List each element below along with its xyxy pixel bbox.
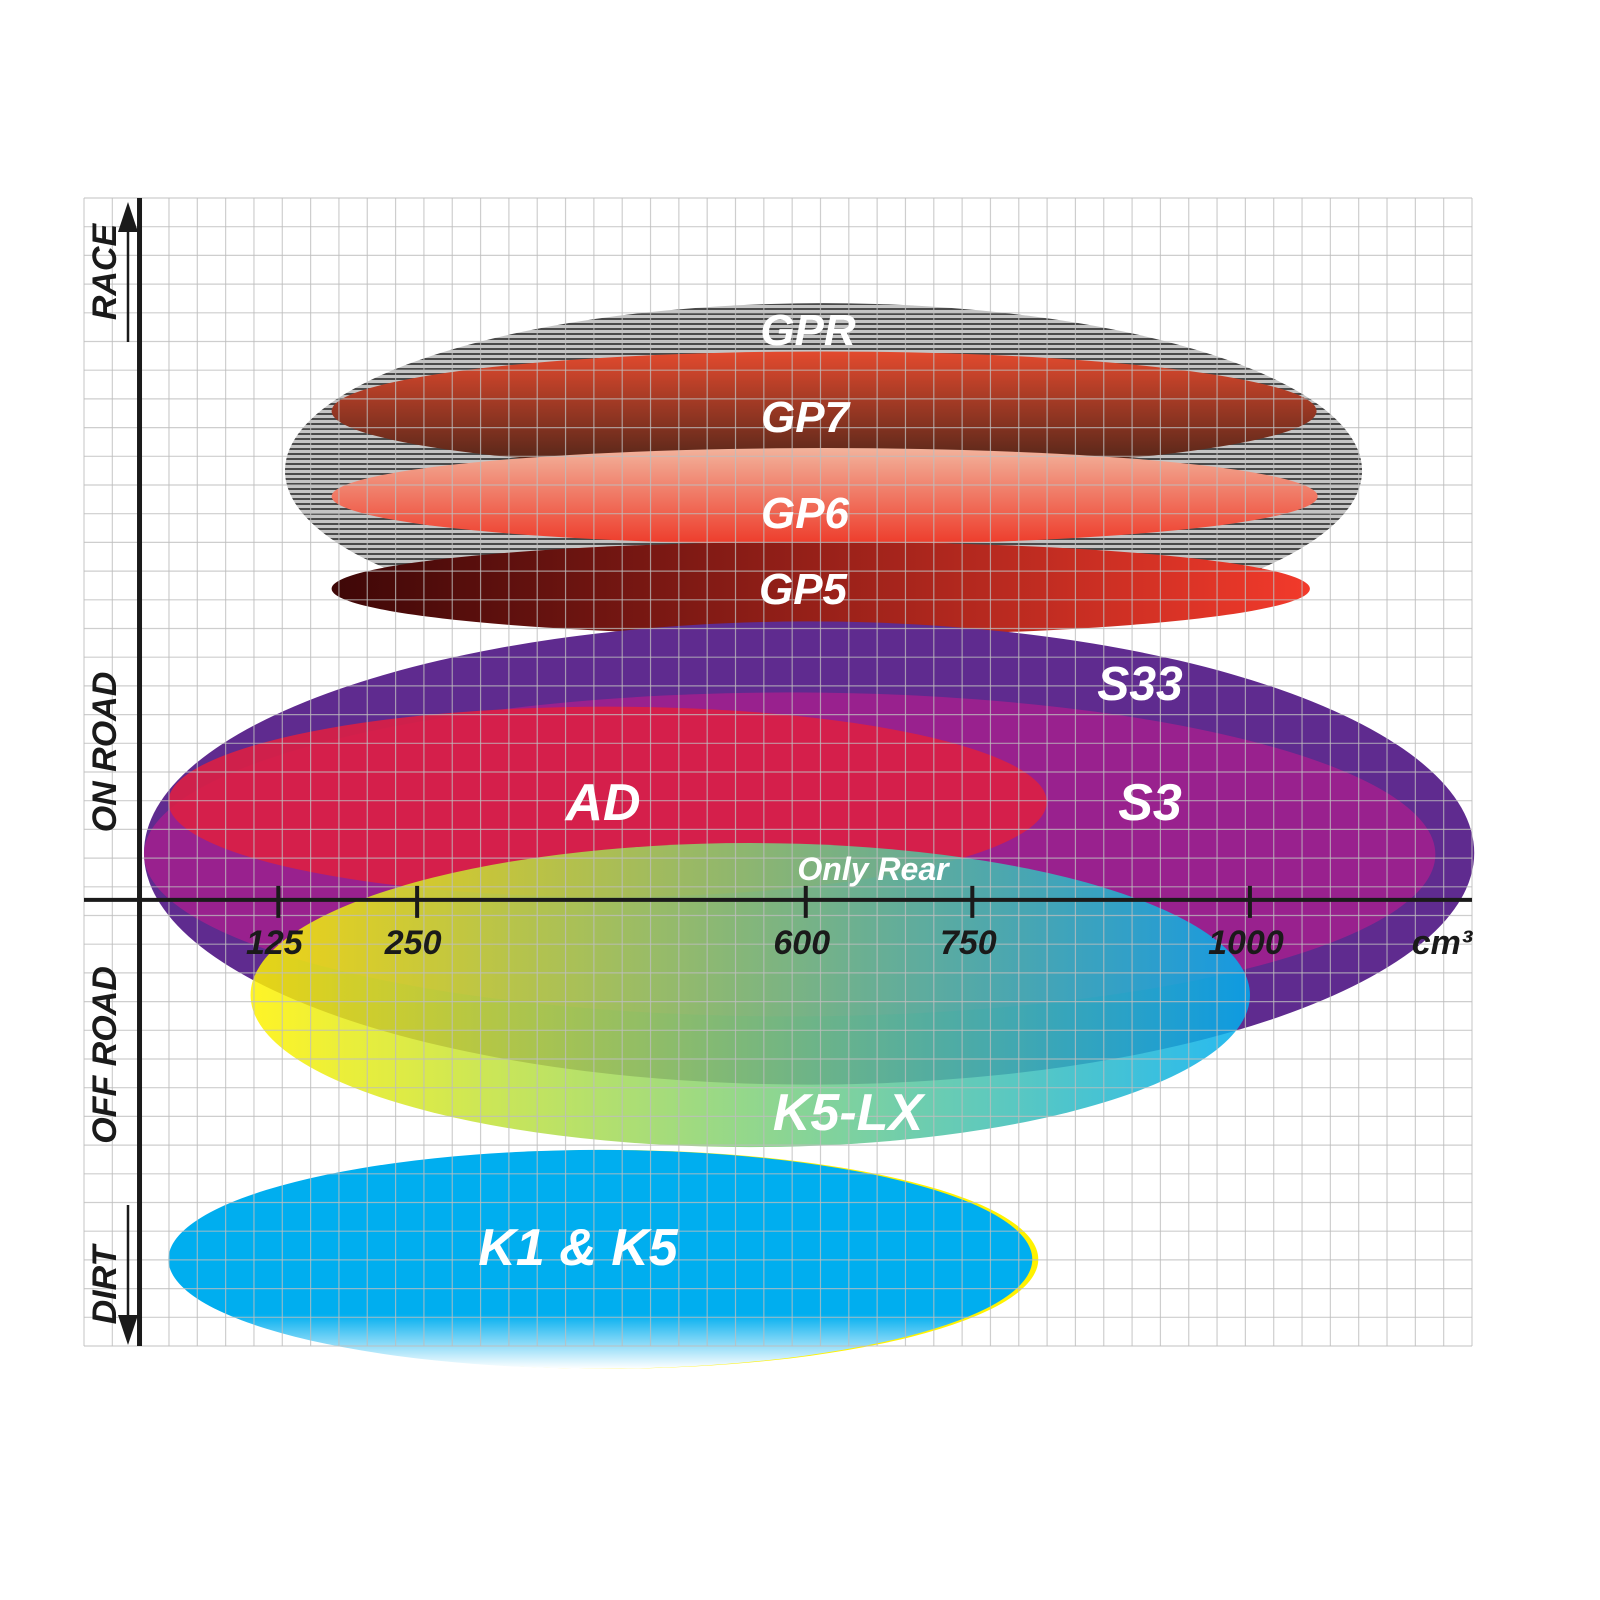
label-gp6: GP6 [761, 489, 850, 538]
label-s3: S3 [1118, 774, 1182, 832]
label-k1-k5: K1 & K5 [478, 1219, 678, 1277]
y-category-on-road: ON ROAD [86, 672, 124, 833]
x-tick-label: 125 [246, 924, 304, 962]
y-category-race: RACE [86, 223, 124, 321]
y-category-off-road: OFF ROAD [86, 966, 124, 1144]
ellipses-layer [143, 303, 1475, 1369]
x-axis-unit: cm³ [1412, 924, 1474, 962]
axes: 125 250 600 750 1000 cm³ DIRT OFF ROAD ON ROAD RA… [84, 198, 1474, 1346]
grid [83, 197, 1473, 1347]
label-gp7: GP7 [761, 393, 852, 442]
label-gp5: GP5 [759, 565, 848, 614]
label-gpr: GPR [760, 306, 856, 355]
arrow-down-icon [118, 1315, 138, 1345]
label-ad: AD [563, 774, 640, 832]
ellipse-gp7 [331, 351, 1317, 471]
y-category-dirt: DIRT [86, 1242, 124, 1324]
x-tick-label: 600 [773, 924, 830, 962]
x-tick-label: 1000 [1208, 924, 1284, 962]
labels-layer: GPR GP7 GP6 GP5 S33 S3 AD K5-LX Only Rear K1 & K5 [478, 306, 1183, 1277]
arrow-up-icon [118, 202, 138, 232]
label-only-rear: Only Rear [797, 851, 950, 887]
label-s33: S33 [1097, 658, 1183, 711]
ellipse-k5-lx [250, 843, 1250, 1148]
x-tick-label: 750 [940, 924, 997, 962]
label-k5-lx: K5-LX [773, 1084, 927, 1142]
x-tick-label: 250 [384, 924, 442, 962]
ellipse-gp6 [331, 448, 1318, 545]
